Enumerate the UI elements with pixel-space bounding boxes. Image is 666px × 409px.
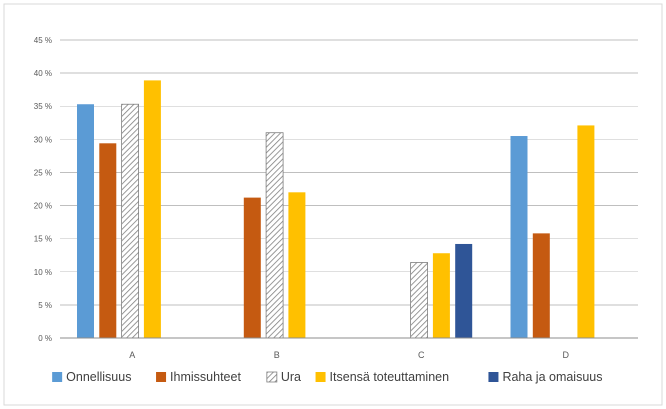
legend-label: Ura — [281, 370, 301, 384]
y-tick-label: 30 % — [34, 135, 52, 144]
bar-ihmissuhteet-d — [532, 233, 550, 338]
legend-item: Raha ja omaisuus — [488, 370, 603, 384]
y-tick-label: 45 % — [34, 36, 52, 45]
x-category-label: A — [129, 350, 135, 360]
y-tick-label: 0 % — [38, 334, 52, 343]
y-axis-tick-labels: 0 % 5 % 10 % 15 % 20 % 25 % 30 % 35 % 40 % 45 % — [34, 36, 52, 343]
legend-item: Onnellisuus — [52, 370, 131, 384]
legend-label: Ihmissuhteet — [170, 370, 241, 384]
bar-raha-ja-omaisuus-c — [455, 243, 473, 338]
legend: Onnellisuus Ihmissuhteet Ura Itsensä toteut… — [52, 370, 603, 384]
bar-itsensä-toteuttaminen-d — [577, 125, 595, 338]
legend-swatch — [156, 372, 167, 382]
bar-itsensä-toteuttaminen-a — [143, 80, 161, 338]
bar-ura-a — [121, 103, 139, 339]
bar-ura-c — [410, 262, 429, 339]
legend-swatch — [52, 372, 63, 382]
bar-series — [77, 80, 595, 339]
legend-swatch — [488, 372, 499, 382]
bar-itsensä-toteuttaminen-b — [288, 192, 306, 338]
bar-ura-b — [265, 132, 284, 339]
legend-swatch — [266, 371, 278, 383]
y-tick-label: 20 % — [34, 202, 52, 211]
legend-item: Ihmissuhteet — [156, 370, 241, 384]
x-axis: A B C D — [60, 337, 638, 360]
bar-itsensä-toteuttaminen-c — [432, 253, 450, 338]
y-tick-label: 15 % — [34, 235, 52, 244]
legend-label: Itsensä toteuttaminen — [330, 370, 450, 384]
legend-item: Itsensä toteuttaminen — [315, 370, 450, 384]
chart-frame — [3, 3, 663, 406]
bar-onnellisuus-a — [77, 104, 94, 338]
y-tick-label: 35 % — [34, 102, 52, 111]
x-category-label: D — [563, 350, 570, 360]
bar-onnellisuus-d — [510, 136, 528, 338]
bar-ihmissuhteet-a — [99, 143, 117, 338]
legend-label: Onnellisuus — [66, 370, 131, 384]
legend-item: Ura — [266, 370, 301, 384]
y-tick-label: 25 % — [34, 168, 52, 177]
legend-label: Raha ja omaisuus — [502, 370, 602, 384]
x-category-label: C — [418, 350, 425, 360]
y-tick-label: 5 % — [38, 301, 52, 310]
bar-ihmissuhteet-b — [243, 197, 261, 338]
legend-swatch — [315, 372, 326, 382]
x-category-label: B — [274, 350, 280, 360]
y-tick-label: 40 % — [34, 69, 52, 78]
y-tick-label: 10 % — [34, 268, 52, 277]
